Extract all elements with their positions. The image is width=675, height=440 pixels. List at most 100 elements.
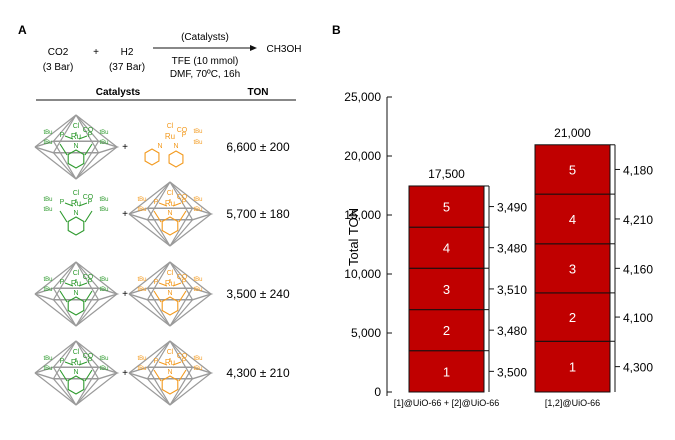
co-label: CO xyxy=(177,127,188,134)
ru-label: Ru xyxy=(165,199,175,208)
pyridine-ring xyxy=(161,216,179,236)
panel-b: B Total TON 0 5,000 10,000 15,000 20,000 25,0… xyxy=(332,23,653,408)
reactant-h2-pressure: (37 Bar) xyxy=(109,62,145,73)
segment-number: 3 xyxy=(443,282,450,297)
segment-value-label: 4,100 xyxy=(623,311,653,325)
ru-label: Ru xyxy=(165,279,175,288)
pyridine-ring xyxy=(168,150,184,168)
ru-label: Ru xyxy=(165,358,175,367)
pyridine-ring xyxy=(161,296,179,316)
tbu-label: tBu xyxy=(43,366,52,372)
segment-number: 4 xyxy=(569,212,576,227)
p-right-label: P xyxy=(182,279,187,286)
tbu-label: tBu xyxy=(99,140,108,146)
ru-label: Ru xyxy=(71,279,81,288)
catalyst-plus: + xyxy=(122,368,128,379)
segment-value-label: 3,510 xyxy=(497,283,527,297)
y-axis-title: Total TON xyxy=(346,208,361,266)
y-tick-label: 20,000 xyxy=(344,149,381,163)
catalyst-plus: + xyxy=(122,142,128,153)
p-left-label: P xyxy=(60,279,65,286)
tbu-label: tBu xyxy=(99,366,108,372)
tbu-label: tBu xyxy=(99,277,108,283)
tbu-label: tBu xyxy=(99,356,108,362)
ton-value: 4,300 ± 210 xyxy=(226,366,290,380)
cl-label: Cl xyxy=(167,190,174,197)
cl-label: Cl xyxy=(73,349,80,356)
tbu-label: tBu xyxy=(193,197,202,203)
cl-label: Cl xyxy=(167,349,174,356)
segment-number: 4 xyxy=(443,241,450,256)
tbu-label: tBu xyxy=(99,197,108,203)
n-label: N xyxy=(73,369,78,376)
p-right-label: P xyxy=(88,132,93,139)
tbu-label: tBu xyxy=(137,287,146,293)
segment-value-label: 3,480 xyxy=(497,324,527,338)
cage-octahedron xyxy=(128,261,214,327)
ru-label: Ru xyxy=(71,358,81,367)
cage-octahedron xyxy=(34,340,120,406)
pyridine-ring xyxy=(67,296,85,316)
bar-segment xyxy=(534,292,611,342)
arrow-bottom-line1: TFE (10 mmol) xyxy=(172,56,239,67)
bar-total-label: 21,000 xyxy=(554,126,591,140)
cage-octahedron xyxy=(128,181,214,247)
tbu-label: tBu xyxy=(193,140,202,146)
reaction-arrow-head xyxy=(250,45,257,51)
x-category-label: [1,2]@UiO-66 xyxy=(545,398,600,408)
bar-segment xyxy=(534,193,611,245)
reactant-co2-text: CO2 xyxy=(48,47,69,58)
p-right-label: P xyxy=(88,358,93,365)
segment-value-label: 4,300 xyxy=(623,361,653,375)
p-right-label: P xyxy=(182,199,187,206)
bar-segment xyxy=(408,226,485,269)
cage-octahedron xyxy=(34,261,120,327)
segment-number: 3 xyxy=(569,261,576,276)
p-right-label: P xyxy=(88,279,93,286)
n-label: N xyxy=(167,290,172,297)
ru-label: Ru xyxy=(71,199,81,208)
panel-a: A CO2 (3 Bar) + H2 (37 Bar) (Catalysts) … xyxy=(18,23,302,406)
co-label: CO xyxy=(177,194,188,201)
co-label: CO xyxy=(83,274,94,281)
n-label: N xyxy=(173,143,178,150)
y-tick-label: 5,000 xyxy=(351,326,381,340)
p-left-label: P xyxy=(154,358,159,365)
co-label: CO xyxy=(83,194,94,201)
segment-number: 2 xyxy=(443,323,450,338)
header-catalysts: Catalysts xyxy=(96,87,141,98)
bar-segment xyxy=(534,144,611,195)
catalyst-plus: + xyxy=(122,209,128,220)
bar-segment xyxy=(534,243,611,294)
tbu-label: tBu xyxy=(43,130,52,136)
segment-value-label: 4,160 xyxy=(623,262,653,276)
tbu-label: tBu xyxy=(99,207,108,213)
tbu-label: tBu xyxy=(193,207,202,213)
ton-value: 6,600 ± 200 xyxy=(226,140,290,154)
reaction-scheme: CO2 (3 Bar) + H2 (37 Bar) (Catalysts) TF… xyxy=(43,32,302,80)
y-tick-label: 0 xyxy=(374,385,381,399)
bar-segment xyxy=(408,267,485,311)
segment-value-label: 3,480 xyxy=(497,242,527,256)
tbu-label: tBu xyxy=(193,277,202,283)
cl-label: Cl xyxy=(167,123,174,130)
n-label: N xyxy=(157,143,162,150)
pyridine-ring xyxy=(67,149,85,169)
n-label: N xyxy=(73,290,78,297)
ton-value: 3,500 ± 240 xyxy=(226,287,290,301)
segment-number: 1 xyxy=(569,360,576,375)
cl-label: Cl xyxy=(167,270,174,277)
tbu-label: tBu xyxy=(137,366,146,372)
catalyst-plus: + xyxy=(122,289,128,300)
reactant-co2: CO2 xyxy=(48,47,69,58)
pyridine-ring xyxy=(144,148,160,166)
segment-number: 2 xyxy=(569,310,576,325)
